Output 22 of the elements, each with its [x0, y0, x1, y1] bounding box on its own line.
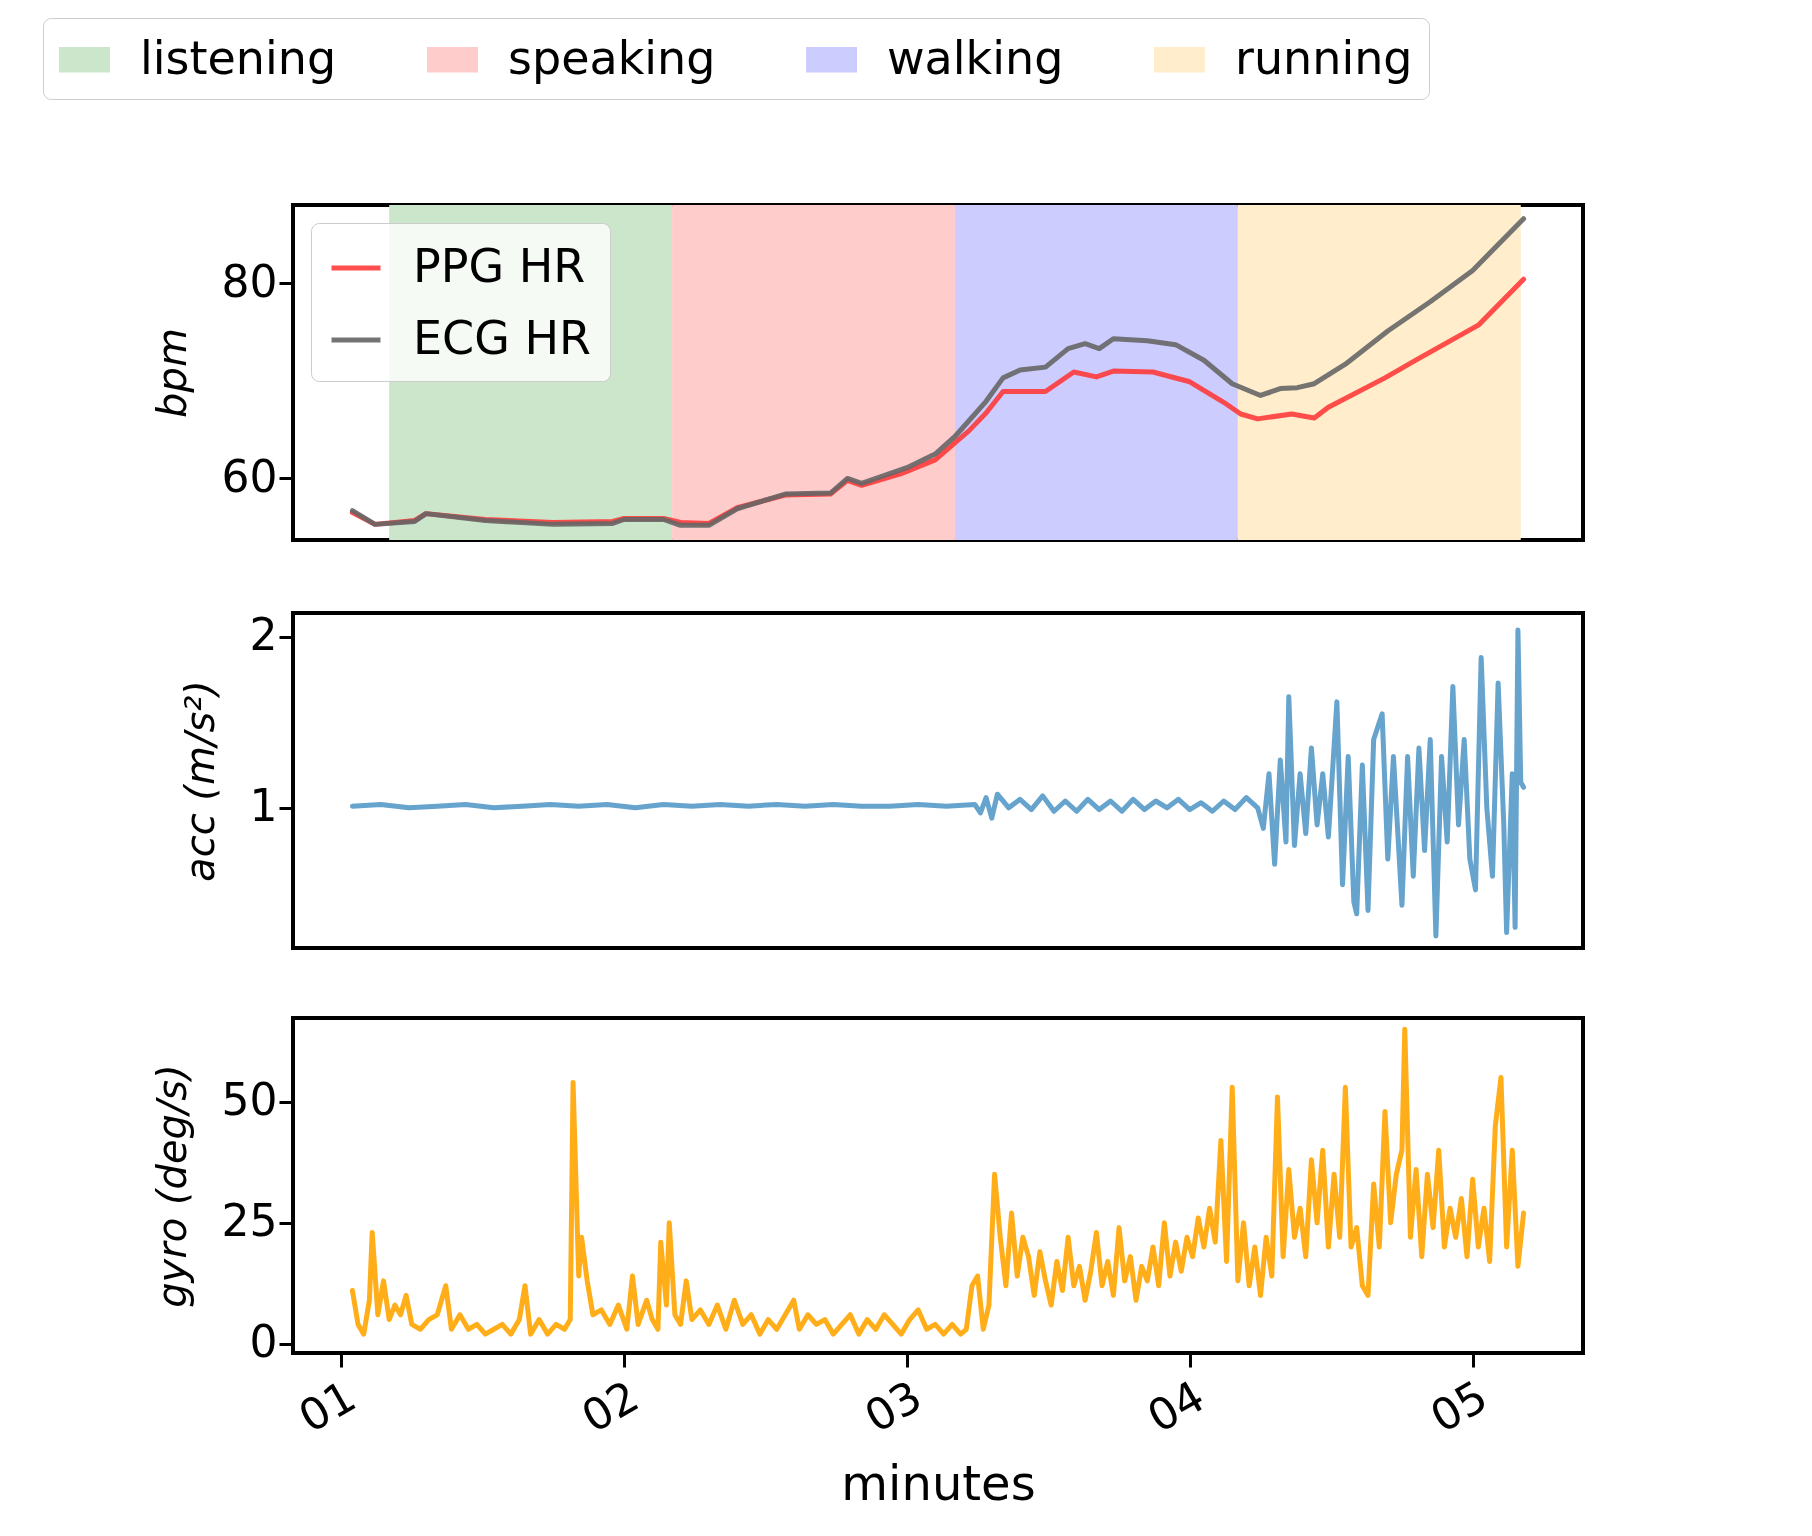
y-tick-label: 60	[221, 450, 278, 502]
legend-label: running	[1235, 30, 1413, 85]
legend-label: listening	[140, 30, 337, 85]
legend-label: speaking	[508, 30, 716, 85]
y-tick-label: 80	[221, 255, 278, 307]
legend-label: PPG HR	[413, 239, 586, 293]
x-tick-label: 01	[290, 1370, 365, 1443]
x-tick-label: 05	[1421, 1370, 1496, 1443]
y-tick-label: 1	[249, 780, 278, 832]
x-tick-label: 04	[1138, 1370, 1213, 1443]
x-tick-label: 02	[572, 1370, 647, 1443]
y-axis-title: acc (m/s²)	[176, 680, 223, 882]
x-axis-title: minutes	[841, 1454, 1036, 1511]
y-tick-label: 2	[249, 609, 278, 661]
y-axis-title: bpm	[148, 328, 195, 418]
y-axis-title: gyro (deg/s)	[148, 1064, 195, 1308]
x-tick-label: 03	[855, 1370, 930, 1443]
y-tick-label: 0	[249, 1316, 278, 1368]
legend-label: walking	[887, 30, 1064, 85]
y-tick-label: 25	[221, 1195, 278, 1247]
legend-label: ECG HR	[413, 311, 592, 365]
y-tick-label: 50	[221, 1074, 278, 1126]
